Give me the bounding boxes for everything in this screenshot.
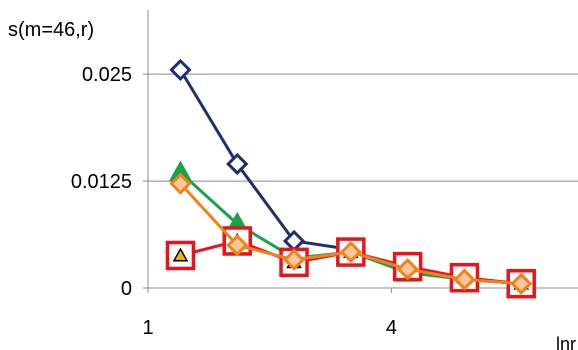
data-point xyxy=(169,58,192,81)
y-tick-label: 0 xyxy=(121,278,132,300)
data-point xyxy=(339,240,362,264)
data-point xyxy=(396,258,419,281)
series-1 xyxy=(169,58,362,261)
x-tick-label: 1 xyxy=(142,317,153,339)
series-layer xyxy=(165,58,536,299)
grid xyxy=(148,73,578,182)
y-axis-label: s(m=46,r) xyxy=(8,19,94,41)
data-point xyxy=(226,152,249,176)
series-line xyxy=(179,69,352,251)
data-point xyxy=(169,172,192,195)
data-point xyxy=(226,234,249,257)
data-point-inner xyxy=(172,247,189,262)
series-4 xyxy=(169,172,533,295)
data-point xyxy=(453,268,476,291)
data-point xyxy=(282,248,306,271)
y-tick-label: 0.025 xyxy=(82,64,132,86)
axes xyxy=(143,10,578,293)
tick-labels: 0 0.0125 0.025 1 4 xyxy=(71,64,397,339)
x-tick-label: 4 xyxy=(386,317,397,339)
y-tick-label: 0.0125 xyxy=(71,171,132,193)
data-point xyxy=(510,272,533,295)
x-axis-label: lnr xyxy=(556,334,576,350)
